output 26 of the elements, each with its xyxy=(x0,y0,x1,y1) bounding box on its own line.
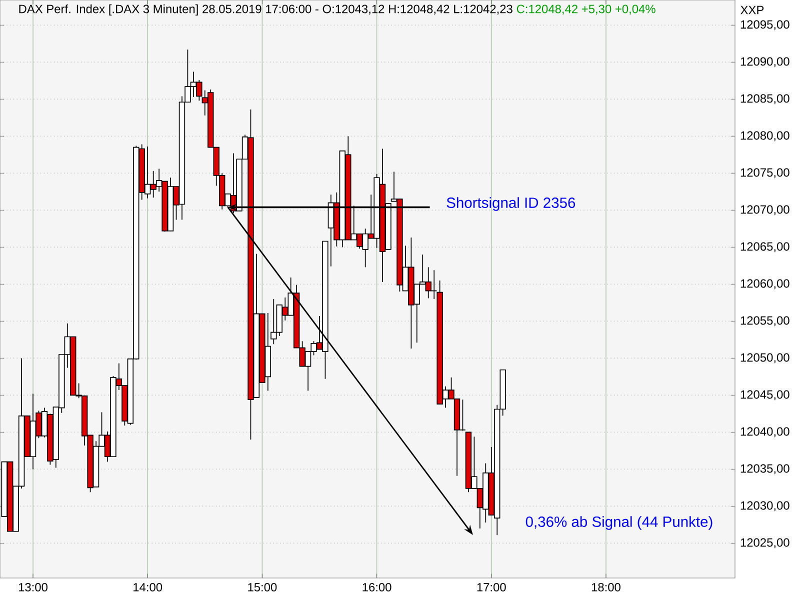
y-tick-label: 12025,00 xyxy=(740,538,790,548)
x-tick-label: 16:00 xyxy=(362,582,392,592)
y-tick-label: 12095,00 xyxy=(740,20,790,30)
chart-title: DAX Perf. Index [.DAX 3 Minuten] 28.05.2019 17:06:00 - O:12043,12 H:12048,42 L:12042,23 xyxy=(19,4,512,16)
x-tick-label: 14:00 xyxy=(134,582,162,592)
y-tick-label: 12065,00 xyxy=(740,242,790,252)
x-tick-label: 18:00 xyxy=(592,582,620,592)
x-tick-label: 15:00 xyxy=(248,582,277,592)
y-tick-label: 12045,00 xyxy=(740,390,790,400)
y-tick-label: 12080,00 xyxy=(740,131,790,142)
y-tick-label: 12055,00 xyxy=(740,316,790,326)
y-axis-title: XXP xyxy=(740,6,764,14)
y-tick-label: 12070,00 xyxy=(740,205,790,216)
x-tick-label: 17:00 xyxy=(477,582,506,592)
y-tick-label: 12085,00 xyxy=(740,94,790,104)
y-tick-label: 12075,00 xyxy=(740,168,790,178)
y-tick-label: 12050,00 xyxy=(740,353,790,364)
y-tick-label: 12035,00 xyxy=(740,464,790,474)
chart-subtitle: C:12048,42 +5,30 +0,04% xyxy=(516,4,656,15)
x-tick-label: 13:00 xyxy=(18,582,48,592)
y-tick-label: 12040,00 xyxy=(740,427,790,438)
y-tick-label: 12060,00 xyxy=(740,279,790,290)
y-tick-label: 12090,00 xyxy=(740,57,790,68)
y-tick-label: 12030,00 xyxy=(740,501,790,512)
annotation: Shortsignal ID 2356 xyxy=(446,197,576,211)
annotation: 0,36% ab Signal (44 Punkte) xyxy=(526,516,712,530)
